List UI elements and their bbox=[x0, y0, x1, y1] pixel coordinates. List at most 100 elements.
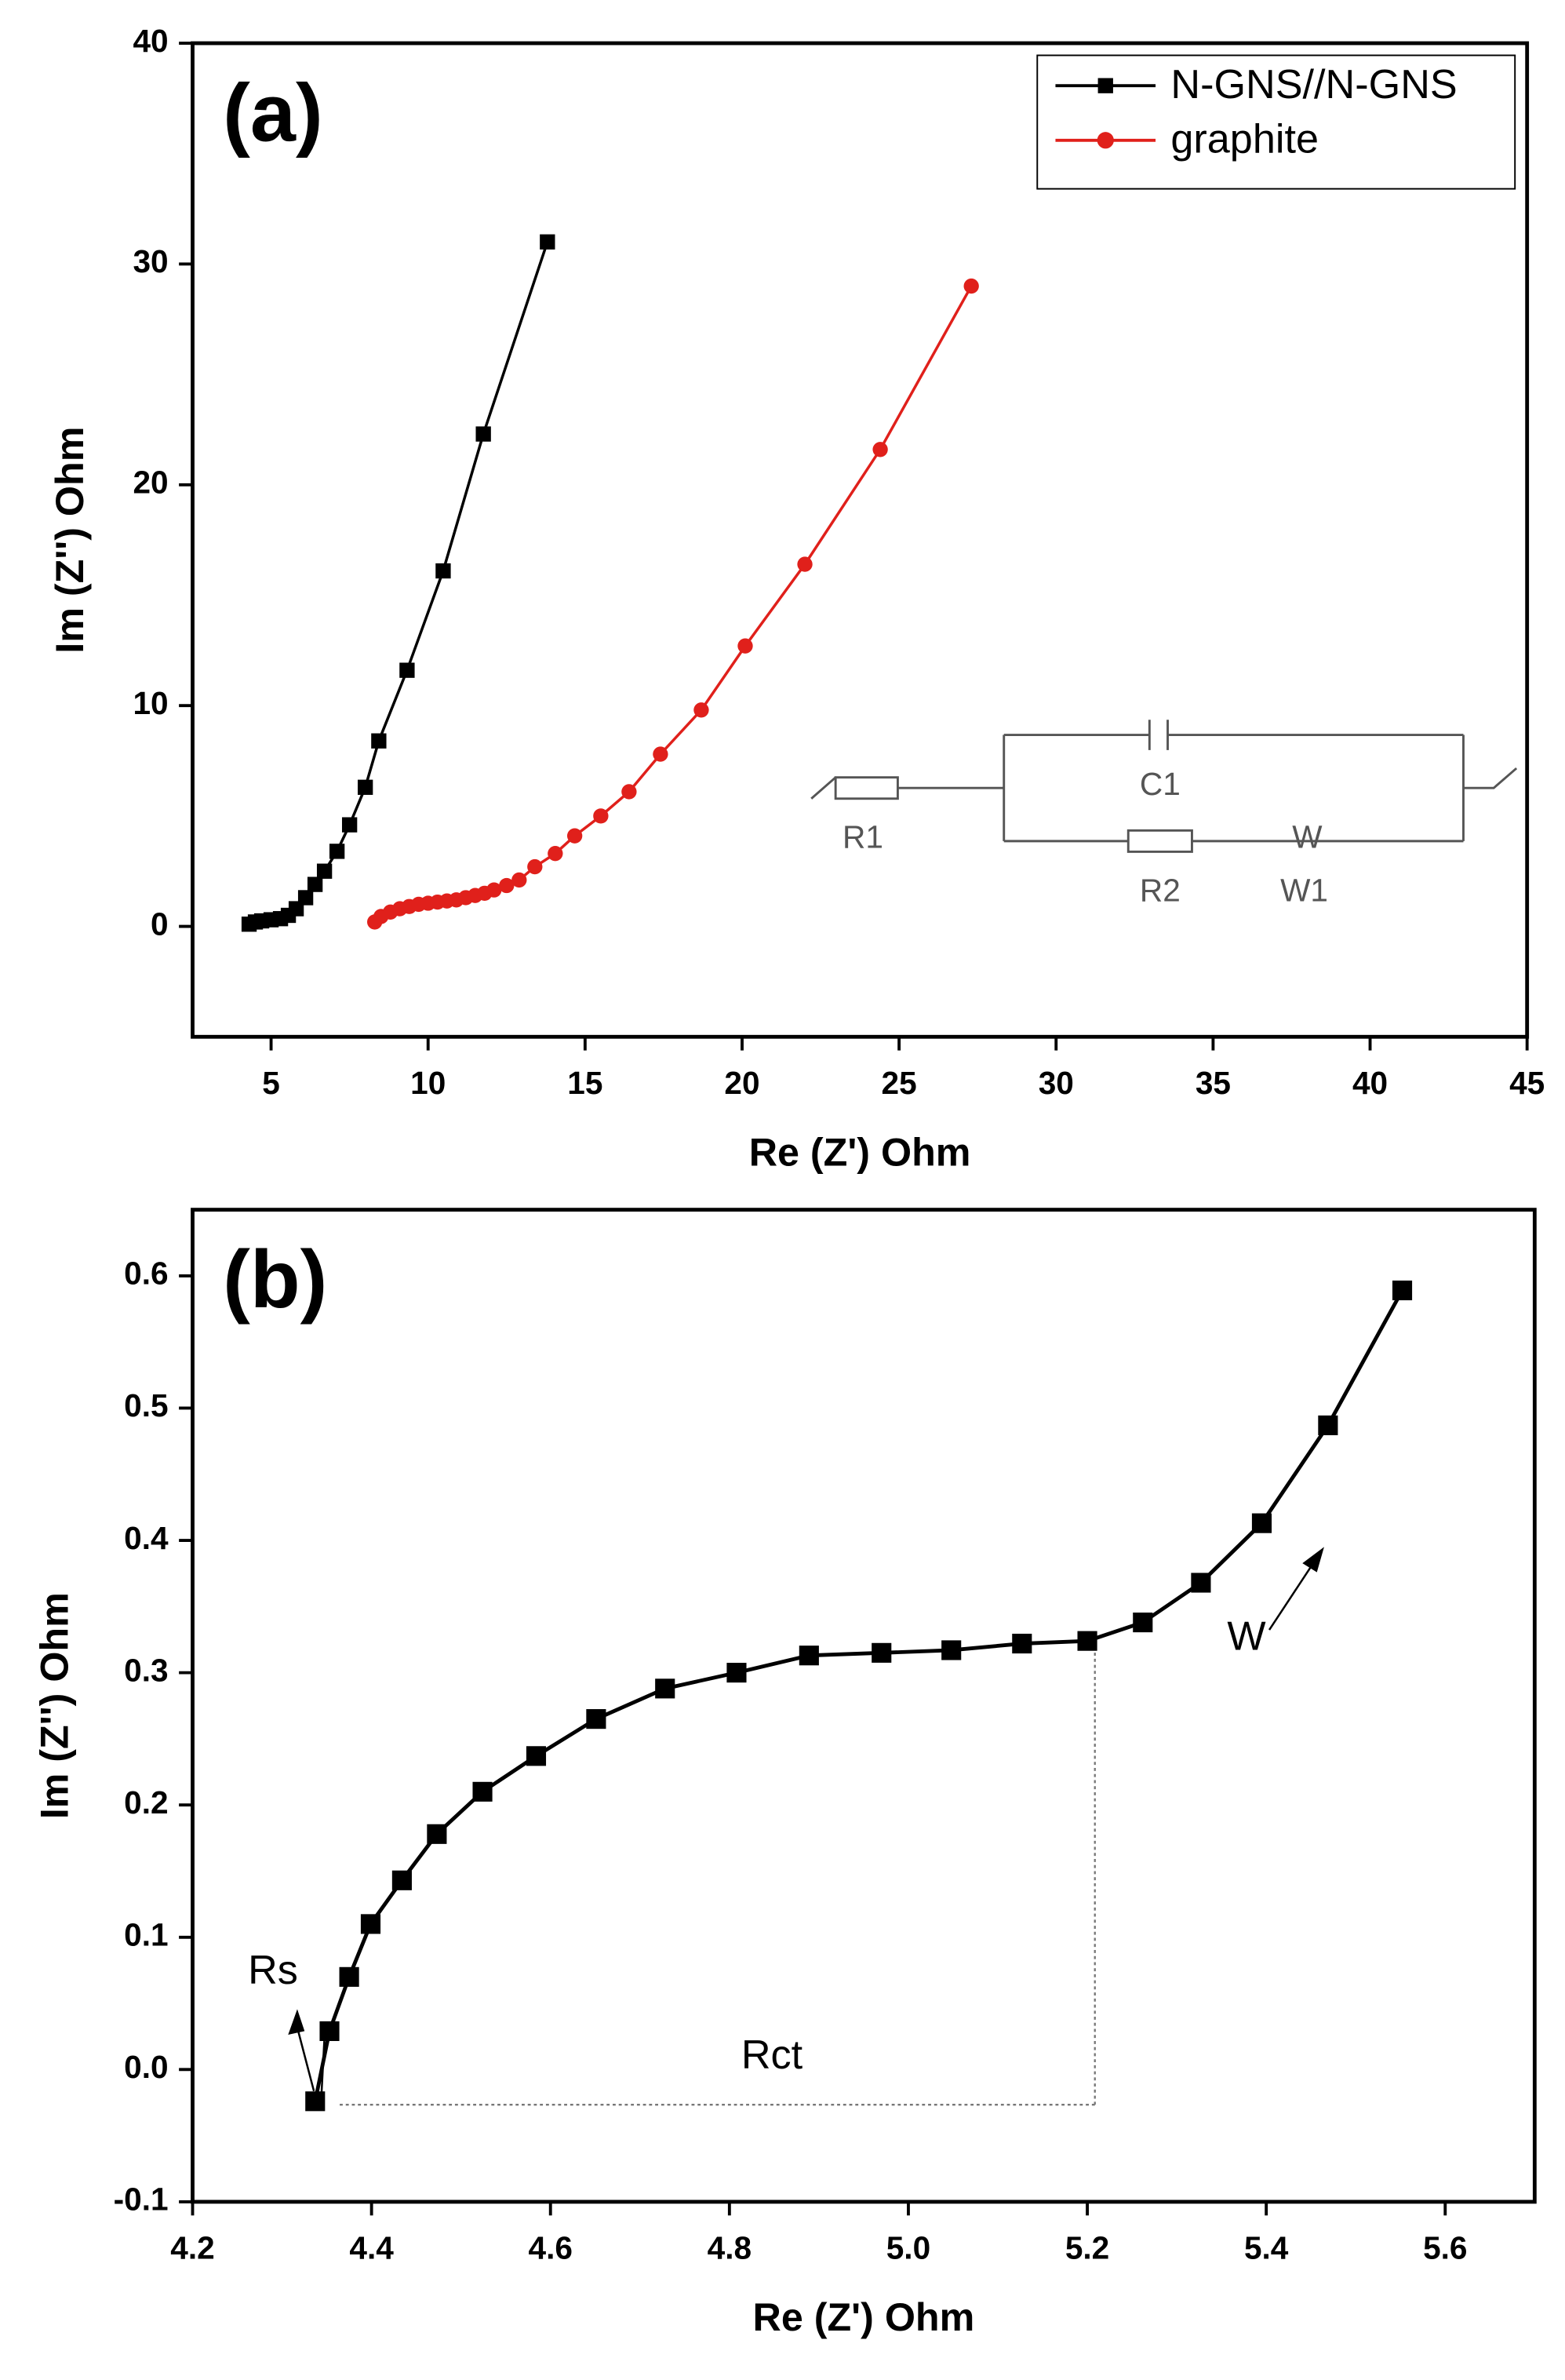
marker bbox=[593, 808, 609, 824]
x-tick-label: 10 bbox=[410, 1065, 446, 1101]
marker bbox=[1251, 1513, 1272, 1533]
x-tick-label: 5.4 bbox=[1244, 2229, 1289, 2265]
x-tick-label: 40 bbox=[1352, 1065, 1388, 1101]
marker bbox=[941, 1640, 962, 1660]
y-tick-label: 0.1 bbox=[124, 1916, 168, 1952]
marker bbox=[655, 1678, 675, 1699]
y-tick-label: 20 bbox=[133, 465, 168, 501]
y-axis-label: Im (Z'') Ohm bbox=[33, 1592, 77, 1819]
y-tick-label: 0.3 bbox=[124, 1652, 168, 1688]
y-tick-label: 30 bbox=[133, 243, 168, 279]
x-tick-label: 5.2 bbox=[1065, 2229, 1109, 2265]
y-tick-label: 0 bbox=[151, 906, 169, 942]
marker bbox=[548, 846, 563, 862]
marker bbox=[872, 442, 888, 457]
legend-label: graphite bbox=[1170, 116, 1319, 162]
annotation: W1 bbox=[1280, 872, 1328, 908]
x-tick-label: 5.0 bbox=[886, 2229, 930, 2265]
marker bbox=[963, 278, 979, 294]
annotation: R2 bbox=[1140, 872, 1181, 908]
y-tick-label: 0.2 bbox=[124, 1784, 168, 1821]
marker bbox=[357, 779, 373, 795]
x-tick-label: 30 bbox=[1039, 1065, 1074, 1101]
marker bbox=[511, 872, 527, 888]
y-tick-label: 0.4 bbox=[124, 1520, 169, 1556]
marker bbox=[1133, 1613, 1153, 1633]
annotation: C1 bbox=[1140, 766, 1181, 802]
plot-frame bbox=[191, 1208, 1537, 2204]
legend-label: N-GNS//N-GNS bbox=[1170, 62, 1457, 108]
marker bbox=[653, 746, 668, 762]
marker bbox=[527, 858, 543, 875]
y-tick-label: 0.0 bbox=[124, 2049, 168, 2085]
marker bbox=[316, 863, 333, 879]
arrows bbox=[288, 1547, 1324, 2094]
marker bbox=[737, 638, 753, 654]
x-axis-label: Re (Z') Ohm bbox=[753, 2295, 975, 2339]
x-tick-label: 5.6 bbox=[1423, 2229, 1467, 2265]
y-tick-label: 40 bbox=[133, 23, 168, 59]
marker bbox=[797, 556, 813, 572]
series-line bbox=[313, 1289, 1404, 2102]
x-tick-label: 4.8 bbox=[708, 2229, 752, 2265]
guide-lines bbox=[340, 1646, 1096, 2106]
marker bbox=[566, 828, 583, 844]
marker bbox=[341, 817, 358, 833]
marker bbox=[329, 844, 345, 859]
annotation: W bbox=[1292, 819, 1323, 855]
panel-title: (a) bbox=[223, 67, 323, 159]
series-line bbox=[248, 241, 549, 926]
marker bbox=[486, 882, 502, 898]
x-tick-label: 15 bbox=[567, 1065, 602, 1101]
marker bbox=[427, 1824, 447, 1844]
panel-title: (b) bbox=[223, 1234, 327, 1325]
annotation: W bbox=[1227, 1613, 1266, 1659]
x-tick-label: 4.2 bbox=[170, 2229, 214, 2265]
y-tick-label: 0.5 bbox=[124, 1387, 168, 1423]
y-tick-label: -0.1 bbox=[114, 2181, 169, 2218]
x-tick-label: 25 bbox=[882, 1065, 917, 1101]
annotation: Rs bbox=[248, 1948, 298, 1993]
x-tick-label: 5 bbox=[262, 1065, 280, 1101]
marker bbox=[499, 877, 515, 894]
marker bbox=[1191, 1573, 1211, 1593]
marker bbox=[297, 890, 314, 906]
legend-box bbox=[1036, 54, 1516, 190]
legend-marker bbox=[1097, 132, 1114, 149]
marker bbox=[391, 1870, 412, 1890]
marker bbox=[726, 1663, 747, 1683]
marker bbox=[475, 426, 491, 442]
marker bbox=[540, 234, 555, 250]
x-tick-label: 35 bbox=[1196, 1065, 1231, 1101]
marker bbox=[693, 702, 709, 718]
plot-frame bbox=[191, 41, 1530, 1039]
marker bbox=[360, 1914, 381, 1934]
x-tick-label: 4.6 bbox=[529, 2229, 573, 2265]
marker bbox=[435, 563, 451, 579]
marker bbox=[1077, 1631, 1097, 1651]
y-tick-label: 0.6 bbox=[124, 1256, 168, 1292]
x-tick-label: 20 bbox=[724, 1065, 759, 1101]
x-tick-label: 4.4 bbox=[349, 2229, 394, 2265]
annotation: R1 bbox=[843, 819, 883, 855]
annotation: Rct bbox=[741, 2032, 803, 2078]
x-axis-label: Re (Z') Ohm bbox=[749, 1130, 971, 1174]
marker bbox=[319, 2021, 340, 2042]
circuit-diagram bbox=[810, 720, 1518, 853]
y-tick-label: 10 bbox=[133, 685, 168, 721]
x-tick-label: 45 bbox=[1509, 1065, 1545, 1101]
marker bbox=[1318, 1415, 1338, 1435]
marker bbox=[371, 733, 387, 749]
marker bbox=[339, 1966, 359, 1987]
y-axis-label: Im (Z'') Ohm bbox=[48, 427, 92, 654]
marker bbox=[799, 1646, 819, 1666]
marker bbox=[586, 1709, 606, 1729]
legend-marker bbox=[1097, 78, 1113, 93]
marker bbox=[305, 2091, 326, 2112]
marker bbox=[1392, 1280, 1413, 1301]
marker bbox=[399, 662, 415, 678]
marker bbox=[472, 1781, 493, 1802]
marker bbox=[872, 1642, 892, 1663]
